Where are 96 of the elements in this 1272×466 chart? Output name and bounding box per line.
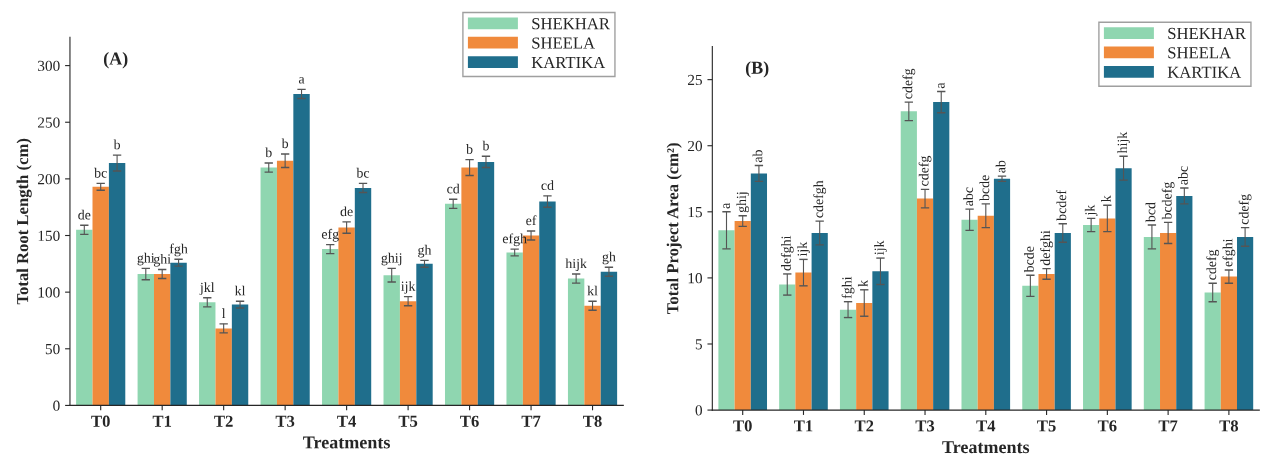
data-label: a bbox=[723, 202, 730, 209]
x-tick-label: T0 bbox=[733, 420, 752, 432]
x-axis-title: Treatments bbox=[303, 436, 390, 449]
data-label: bcd bbox=[1145, 202, 1156, 223]
data-label: a bbox=[938, 82, 945, 89]
x-tick-label: T7 bbox=[1158, 420, 1178, 432]
x-tick-label: T0 bbox=[91, 415, 110, 427]
data-label: defghi bbox=[1040, 230, 1053, 266]
y-tick-label: 200 bbox=[37, 174, 60, 185]
y-tick-label: 250 bbox=[37, 117, 60, 128]
text: (B) bbox=[745, 61, 769, 78]
data-label: bcde bbox=[1024, 246, 1034, 273]
data-label: efg bbox=[321, 228, 339, 242]
data-label: k bbox=[1101, 195, 1111, 203]
data-label: ijk bbox=[797, 241, 810, 257]
y-axis-title: Total Project Area (cm²) bbox=[666, 143, 682, 314]
x-tick-label: T4 bbox=[976, 420, 996, 432]
data-label: kl bbox=[587, 285, 598, 296]
y-tick-label: 0 bbox=[53, 400, 60, 411]
data-label: ghi bbox=[153, 253, 171, 267]
legend-label: SHEKHAR bbox=[1168, 27, 1246, 40]
x-tick-label: T3 bbox=[275, 415, 295, 427]
data-label: bcdefg bbox=[1161, 181, 1175, 220]
x-tick-label: T8 bbox=[1219, 420, 1239, 432]
x-tick-label: T3 bbox=[915, 420, 935, 432]
data-label: ghij bbox=[736, 192, 750, 213]
legend-label: SHEELA bbox=[1168, 47, 1231, 59]
y-tick-label: 20 bbox=[687, 140, 703, 152]
x-tick-label: T1 bbox=[794, 420, 813, 432]
data-label: b bbox=[113, 139, 121, 150]
data-label: b bbox=[281, 138, 289, 149]
data-label: cdefg bbox=[1238, 194, 1252, 225]
data-label: ghij bbox=[381, 252, 402, 266]
data-label: efghi bbox=[1222, 238, 1236, 267]
data-label: bcde bbox=[979, 175, 990, 201]
data-label: b bbox=[482, 140, 489, 151]
data-label: ijk bbox=[874, 240, 887, 255]
data-label: b bbox=[265, 147, 272, 158]
data-label: hijk bbox=[1117, 131, 1130, 154]
x-axis-title: Treatments bbox=[942, 441, 1030, 454]
y-tick-label: 10 bbox=[688, 273, 703, 284]
legend-label: SHEELA bbox=[532, 37, 595, 49]
data-label: l bbox=[222, 308, 226, 318]
data-label: de bbox=[340, 206, 353, 217]
data-label: bcdef bbox=[1056, 189, 1067, 221]
x-tick-label: T4 bbox=[337, 415, 357, 427]
data-label: kl bbox=[234, 285, 246, 296]
data-label: ef bbox=[526, 215, 537, 226]
x-tick-label: T6 bbox=[1097, 420, 1117, 432]
x-tick-label: T1 bbox=[152, 415, 172, 427]
data-label: jkl bbox=[199, 282, 215, 295]
data-label: fgh bbox=[169, 243, 188, 257]
data-label: a bbox=[298, 76, 305, 84]
x-tick-label: T8 bbox=[583, 415, 602, 427]
y-tick-label: 0 bbox=[695, 405, 703, 416]
data-label: jk bbox=[1084, 204, 1098, 216]
data-label: cdefg bbox=[1206, 249, 1220, 280]
data-label: abc bbox=[963, 187, 974, 206]
data-label: fghi bbox=[841, 276, 855, 299]
data-label: cdefg bbox=[918, 155, 932, 186]
data-label: b bbox=[466, 144, 473, 154]
x-tick-label: T5 bbox=[398, 415, 418, 427]
x-tick-label: T6 bbox=[460, 415, 479, 427]
data-label: ijk bbox=[401, 281, 416, 294]
data-label: ab bbox=[752, 150, 763, 163]
y-tick-label: 25 bbox=[687, 74, 702, 86]
text: (A) bbox=[103, 52, 128, 69]
data-label: bc bbox=[94, 167, 107, 178]
data-label: cdefg bbox=[902, 68, 916, 99]
data-label: defghi bbox=[780, 235, 794, 271]
data-label: gh bbox=[602, 251, 616, 265]
y-axis-title: Total Root Length (cm) bbox=[16, 138, 32, 305]
data-label: gh bbox=[418, 244, 432, 258]
legend-label: KARTIKA bbox=[531, 56, 606, 68]
data-label: ab bbox=[995, 160, 1006, 173]
data-label: ghi bbox=[137, 252, 155, 266]
x-tick-label: T7 bbox=[521, 415, 541, 427]
y-tick-label: 150 bbox=[38, 230, 60, 241]
x-tick-label: T5 bbox=[1037, 420, 1056, 432]
data-label: cd bbox=[447, 183, 460, 194]
legend-label: SHEKHAR bbox=[532, 18, 610, 30]
legend-label: KARTIKA bbox=[1167, 66, 1242, 78]
data-label: bc bbox=[356, 167, 370, 178]
data-label: k bbox=[857, 279, 868, 287]
y-tick-label: 15 bbox=[688, 207, 702, 218]
data-label: cd bbox=[541, 180, 554, 191]
data-label: hijk bbox=[565, 258, 587, 272]
x-tick-label: T2 bbox=[214, 415, 233, 427]
y-tick-label: 5 bbox=[695, 339, 702, 350]
y-tick-label: 300 bbox=[38, 60, 60, 72]
y-tick-label: 50 bbox=[45, 343, 60, 355]
y-tick-label: 100 bbox=[38, 287, 60, 298]
data-label: abc bbox=[1178, 166, 1188, 185]
data-label: de bbox=[78, 209, 91, 220]
x-tick-label: T2 bbox=[854, 420, 874, 432]
data-label: cdefgh bbox=[813, 180, 827, 218]
